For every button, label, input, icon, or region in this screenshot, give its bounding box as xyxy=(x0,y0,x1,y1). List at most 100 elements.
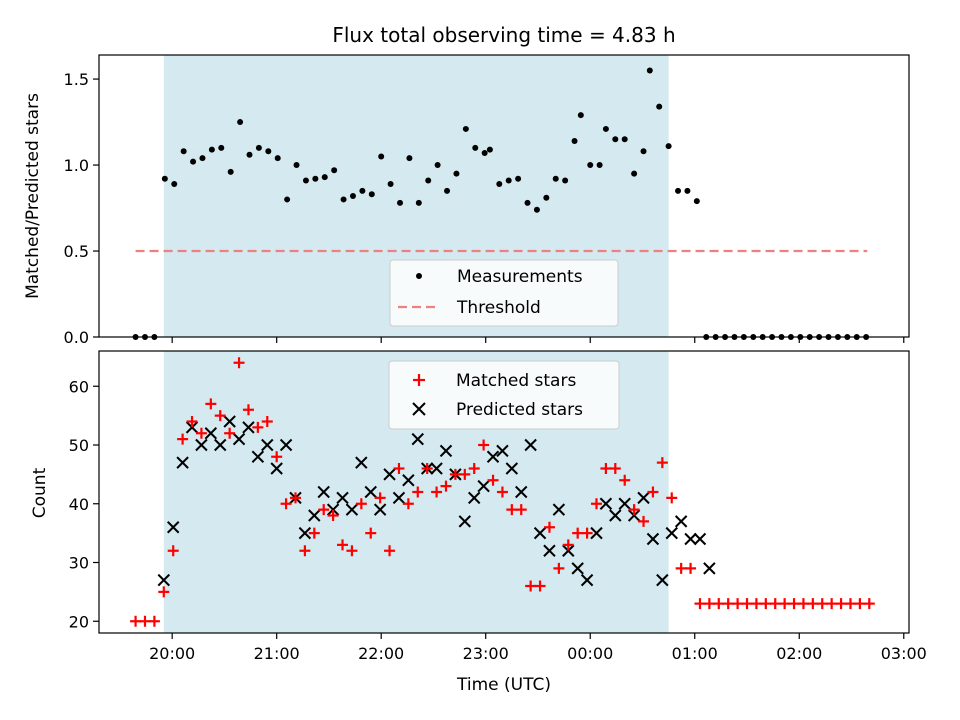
matched-star-point-50 xyxy=(600,463,612,474)
measurement-point-41 xyxy=(515,175,522,182)
bottom-ytick-label-4: 60 xyxy=(69,377,89,396)
matched-star-point-54 xyxy=(638,515,650,527)
bottom-ytick-label-0: 20 xyxy=(69,612,89,631)
predicted-star-point-25 xyxy=(392,491,406,505)
matched-star-point-17 xyxy=(289,492,301,504)
measurement-point-37 xyxy=(481,150,488,157)
matched-star-point-40 xyxy=(506,504,518,516)
predicted-star-point-11 xyxy=(261,438,274,452)
predicted-star-point-33 xyxy=(468,491,481,505)
measurement-point-35 xyxy=(462,125,469,132)
bottom-ytick-label-3: 50 xyxy=(69,436,89,455)
predicted-star-point-37 xyxy=(505,462,519,475)
matched-star-point-8 xyxy=(205,398,217,410)
measurement-point-34 xyxy=(453,170,460,177)
measurement-point-55 xyxy=(640,148,647,155)
legend-matched-label: Matched stars xyxy=(456,371,576,391)
xtick-label-1: 21:00 xyxy=(254,644,300,663)
predicted-star-point-9 xyxy=(242,421,255,434)
measurement-points xyxy=(132,67,870,340)
matched-star-point-39 xyxy=(496,486,508,498)
xtick-label-2: 22:00 xyxy=(358,644,404,663)
predicted-star-point-54 xyxy=(665,526,678,540)
matched-star-point-21 xyxy=(327,510,339,521)
matched-star-point-56 xyxy=(656,457,668,469)
matched-star-point-78 xyxy=(863,598,875,610)
predicted-star-point-20 xyxy=(345,503,359,516)
predicted-star-point-5 xyxy=(204,427,218,440)
measurement-point-10 xyxy=(227,168,234,175)
matched-star-point-34 xyxy=(449,468,461,480)
matched-star-point-47 xyxy=(572,527,584,539)
legend-measurements-marker xyxy=(416,273,422,279)
predicted-star-point-13 xyxy=(279,438,293,452)
measurement-point-60 xyxy=(684,187,691,194)
matched-star-point-3 xyxy=(158,586,170,598)
measurement-point-43 xyxy=(533,206,540,213)
matched-star-point-25 xyxy=(365,527,377,539)
predicted-star-point-44 xyxy=(571,562,584,575)
predicted-star-point-29 xyxy=(430,462,443,475)
measurement-point-11 xyxy=(237,119,244,126)
xtick-label-7: 03:00 xyxy=(881,644,927,663)
matched-star-point-68 xyxy=(769,598,781,610)
chart-title: Flux total observing time = 4.83 h xyxy=(332,23,675,47)
bottom-axes-frame xyxy=(98,350,910,634)
matched-star-point-23 xyxy=(346,545,358,557)
matched-star-point-55 xyxy=(647,486,659,498)
measurement-point-59 xyxy=(675,187,682,194)
measurement-point-22 xyxy=(340,196,347,203)
measurement-point-42 xyxy=(524,199,531,206)
measurement-point-5 xyxy=(180,148,187,155)
matched-star-point-30 xyxy=(412,486,424,498)
predicted-star-point-6 xyxy=(214,438,227,452)
x-axis-label: Time (UTC) xyxy=(456,675,551,695)
predicted-star-point-15 xyxy=(298,526,312,540)
measurement-point-4 xyxy=(171,180,178,187)
predicted-star-point-50 xyxy=(627,509,641,522)
measurement-point-29 xyxy=(406,155,413,162)
measurement-point-26 xyxy=(378,153,385,160)
predicted-star-point-23 xyxy=(373,503,387,516)
predicted-star-point-48 xyxy=(609,509,622,522)
predicted-star-point-46 xyxy=(590,526,603,540)
matched-star-point-1 xyxy=(139,615,151,627)
measurement-point-53 xyxy=(621,136,628,143)
matched-star-point-65 xyxy=(741,598,753,610)
measurement-point-57 xyxy=(656,103,663,110)
bottom-ytick-label-1: 30 xyxy=(69,554,89,573)
matched-star-point-70 xyxy=(788,598,800,610)
matched-star-point-57 xyxy=(666,492,678,504)
matched-star-point-53 xyxy=(628,504,640,516)
predicted-star-point-36 xyxy=(496,444,509,458)
matched-star-point-66 xyxy=(750,598,762,610)
predicted-star-point-4 xyxy=(195,438,208,452)
matched-star-point-27 xyxy=(384,545,396,557)
measurement-point-38 xyxy=(486,146,493,153)
legend-predicted-marker xyxy=(412,402,426,416)
matched-star-point-72 xyxy=(807,598,819,610)
predicted-star-point-26 xyxy=(402,474,415,487)
measurement-point-33 xyxy=(444,187,451,194)
predicted-star-point-24 xyxy=(383,468,396,481)
matched-star-point-22 xyxy=(337,539,349,551)
matched-star-point-62 xyxy=(713,598,725,610)
measurement-point-19 xyxy=(312,175,319,182)
matched-star-point-20 xyxy=(318,504,330,516)
measurement-point-15 xyxy=(274,155,281,162)
matched-star-point-19 xyxy=(308,527,320,539)
predicted-star-point-52 xyxy=(646,532,660,546)
measurement-point-51 xyxy=(602,125,609,132)
predicted-star-point-39 xyxy=(524,438,537,452)
matched-star-point-4 xyxy=(167,545,179,557)
predicted-star-point-41 xyxy=(543,544,556,557)
matched-star-point-58 xyxy=(675,562,687,574)
predicted-star-point-47 xyxy=(599,497,613,510)
matched-star-point-16 xyxy=(280,498,292,510)
measurement-point-58 xyxy=(665,143,672,150)
bottom-x-ticks: 20:00 21:00 22:00 23:00 00:00 01:00 02:00 03:00 xyxy=(149,633,927,663)
measurement-point-8 xyxy=(208,146,215,153)
matched-star-point-15 xyxy=(271,451,283,463)
measurement-point-36 xyxy=(472,144,479,151)
